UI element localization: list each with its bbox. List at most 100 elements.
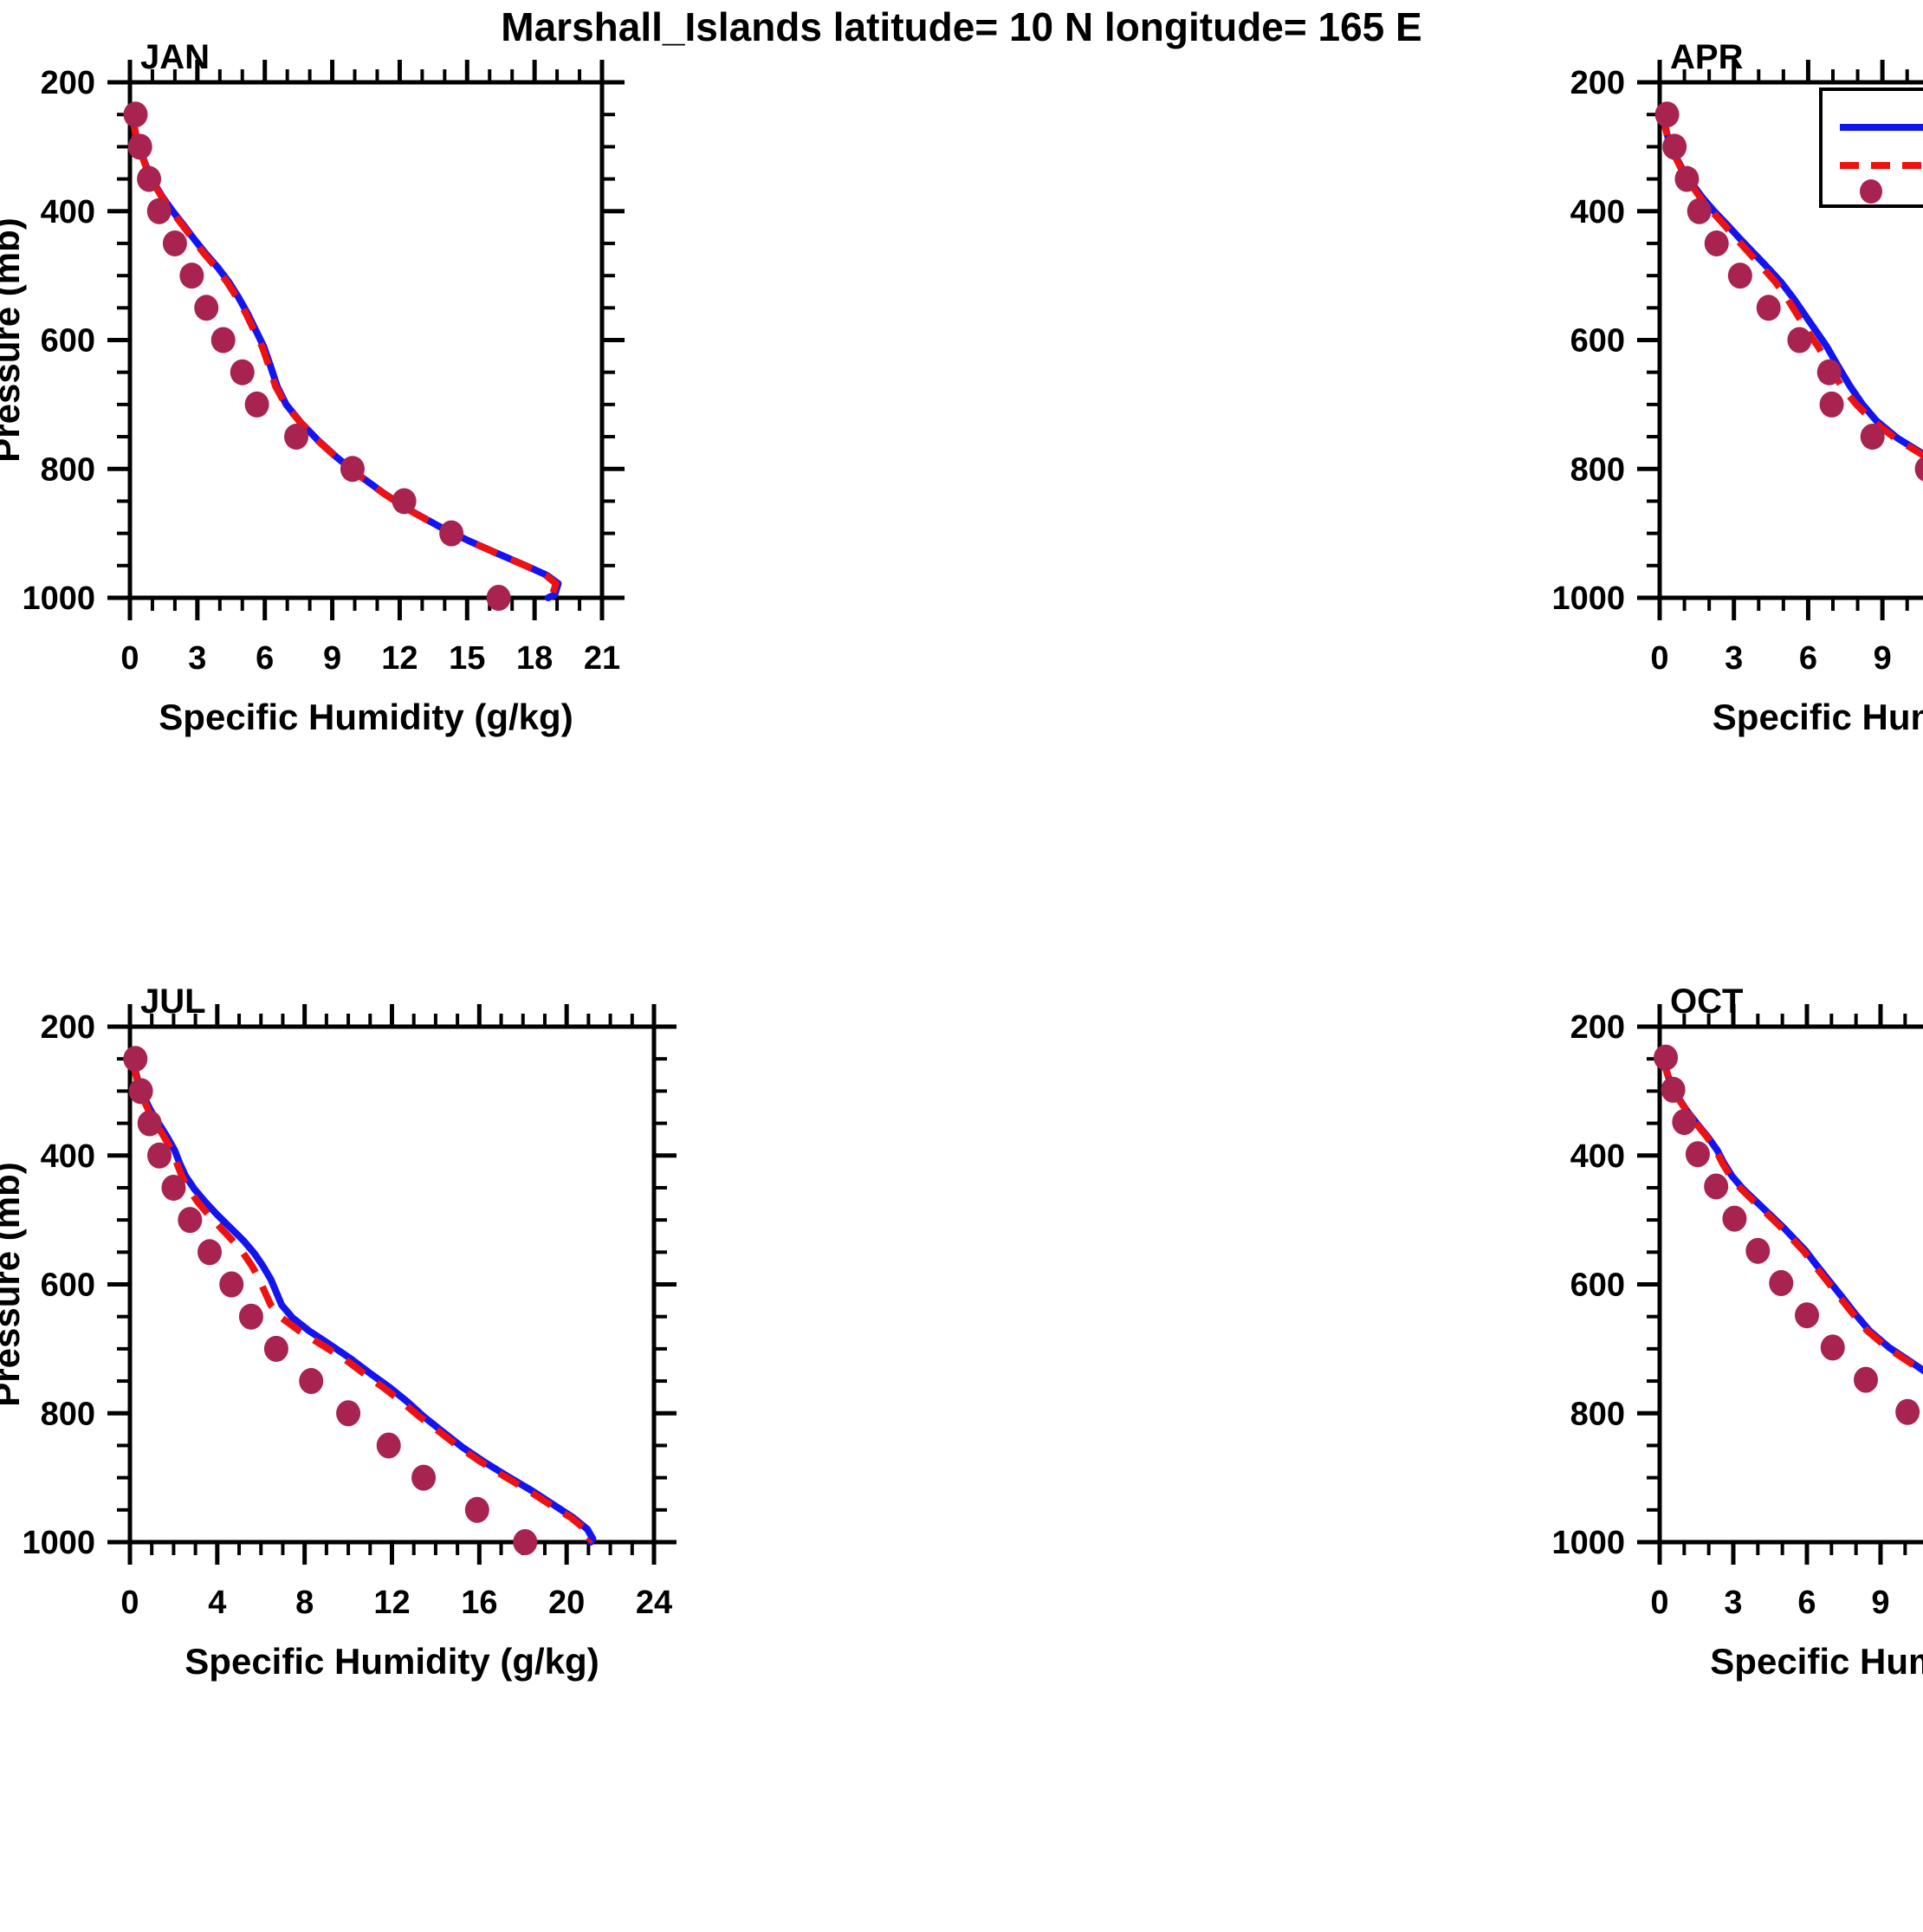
observation-dot (1672, 1109, 1697, 1136)
observation-dot (1654, 101, 1680, 128)
observation-dot (392, 488, 417, 515)
observation-dot (1787, 327, 1812, 353)
y-tick-label: 800 (1570, 1396, 1625, 1432)
x-axis-title: Specific Humidity (g/kg) (159, 697, 573, 737)
x-tick-label: 18 (516, 640, 553, 677)
x-tick-label: 24 (636, 1585, 672, 1621)
x-tick-label: 0 (1650, 640, 1668, 677)
y-axis-ticks: 200 400 600 800 1000 (22, 1009, 677, 1561)
observation-dot (178, 1207, 203, 1234)
series-line-ss36 (129, 1054, 597, 1546)
observation-dot (1795, 1302, 1819, 1329)
y-tick-label: 800 (41, 451, 95, 488)
series-line-acmip (128, 113, 560, 601)
observation-dot (1819, 391, 1844, 418)
observation-dot (299, 1368, 324, 1395)
y-tick-label: 400 (41, 194, 95, 230)
x-tick-label: 8 (295, 1585, 314, 1621)
y-tick-label: 1000 (1551, 1525, 1625, 1561)
observation-dot (210, 327, 236, 353)
observation-dot (1661, 1076, 1686, 1103)
panel-label: JAN (140, 38, 210, 76)
x-axis-title: Specific Humidity (g/kg) (185, 1641, 599, 1682)
observation-dot (161, 1174, 186, 1201)
observation-points (1654, 101, 1923, 482)
y-tick-label: 800 (1570, 451, 1625, 488)
x-tick-label: 9 (1874, 640, 1892, 677)
x-tick-label: 9 (1871, 1585, 1889, 1621)
observation-dot (1895, 1398, 1920, 1425)
y-axis-title: Pressure (mb) (0, 1162, 27, 1406)
x-tick-label: 0 (1650, 1585, 1668, 1621)
y-tick-label: 1000 (22, 1525, 95, 1561)
x-tick-label: 6 (1799, 640, 1817, 677)
observation-dot (1704, 230, 1729, 256)
panel-jan: 200 400 600 800 1000 0 3 6 9 12 15 18 21 JAN Specific … (0, 38, 962, 988)
observation-dot (1654, 1044, 1679, 1071)
observation-dot (137, 165, 162, 192)
observation-dot (263, 1335, 288, 1362)
observation-dot (486, 585, 511, 611)
observation-dot (340, 456, 365, 483)
observation-dot (1662, 133, 1687, 160)
observation-dot (284, 424, 309, 451)
x-tick-label: 6 (1797, 1585, 1816, 1621)
observation-points (1654, 1044, 1920, 1425)
observation-dot (1769, 1270, 1794, 1297)
observation-dot (1756, 295, 1781, 321)
series-line-acmip (128, 1056, 594, 1545)
observation-dot (147, 1142, 172, 1169)
x-tick-label: 20 (548, 1585, 585, 1621)
observation-dot (146, 198, 172, 224)
x-tick-label: 0 (120, 1585, 139, 1621)
observation-dot (194, 295, 219, 321)
observation-dot (162, 230, 187, 256)
x-axis-ticks: 0 4 8 12 16 20 24 (120, 1004, 672, 1621)
observation-dot (464, 1496, 489, 1523)
observation-dot (513, 1529, 538, 1555)
y-tick-label: 200 (1570, 1009, 1625, 1046)
observation-dot (127, 133, 152, 160)
observation-dot (123, 101, 148, 128)
observation-dot (128, 1078, 153, 1105)
series-line-acmip (1659, 112, 1923, 459)
observation-dot (1727, 263, 1752, 289)
observation-dot (1854, 1366, 1878, 1393)
observation-dot (179, 263, 204, 289)
x-tick-label: 21 (584, 640, 620, 677)
panel-jul: 200 400 600 800 1000 0 4 8 12 16 20 24 JUL Specific H… (0, 982, 962, 1932)
y-tick-label: 800 (41, 1396, 95, 1432)
y-tick-label: 200 (41, 1009, 95, 1046)
y-tick-label: 600 (1570, 1267, 1625, 1304)
observation-dot (1704, 1173, 1729, 1200)
observation-dot (197, 1239, 223, 1266)
observation-dot (1745, 1237, 1771, 1264)
series-line-acmip (1659, 1054, 1923, 1376)
y-axis-ticks: 200 400 600 800 1000 (22, 65, 625, 617)
x-tick-label: 0 (120, 640, 139, 677)
y-tick-label: 1000 (22, 580, 95, 617)
observation-dot (1722, 1205, 1747, 1232)
x-tick-label: 12 (373, 1585, 410, 1621)
y-tick-label: 200 (41, 65, 95, 101)
observation-dot (1687, 198, 1712, 224)
panel-label: JUL (140, 982, 206, 1021)
observation-dot (219, 1271, 244, 1298)
x-tick-label: 3 (1724, 1585, 1742, 1621)
x-tick-label: 4 (208, 1585, 226, 1621)
observation-dot (336, 1400, 361, 1427)
x-tick-label: 15 (449, 640, 485, 677)
y-tick-label: 400 (41, 1138, 95, 1175)
figure-title: Marshall_Islands latitude= 10 N longitud… (501, 4, 1422, 49)
series-line-ss36 (128, 109, 562, 601)
panel-oct: 2004006008001000036912151821OCTSpecific … (962, 982, 1923, 1932)
y-tick-label: 200 (1570, 65, 1625, 101)
legend-swatch-dot (1860, 179, 1882, 204)
panel-apr: 2004006008001000036912151821APRSpecific … (962, 38, 1923, 988)
y-axis-title: Pressure (mb) (0, 217, 27, 462)
observation-dot (376, 1432, 401, 1459)
